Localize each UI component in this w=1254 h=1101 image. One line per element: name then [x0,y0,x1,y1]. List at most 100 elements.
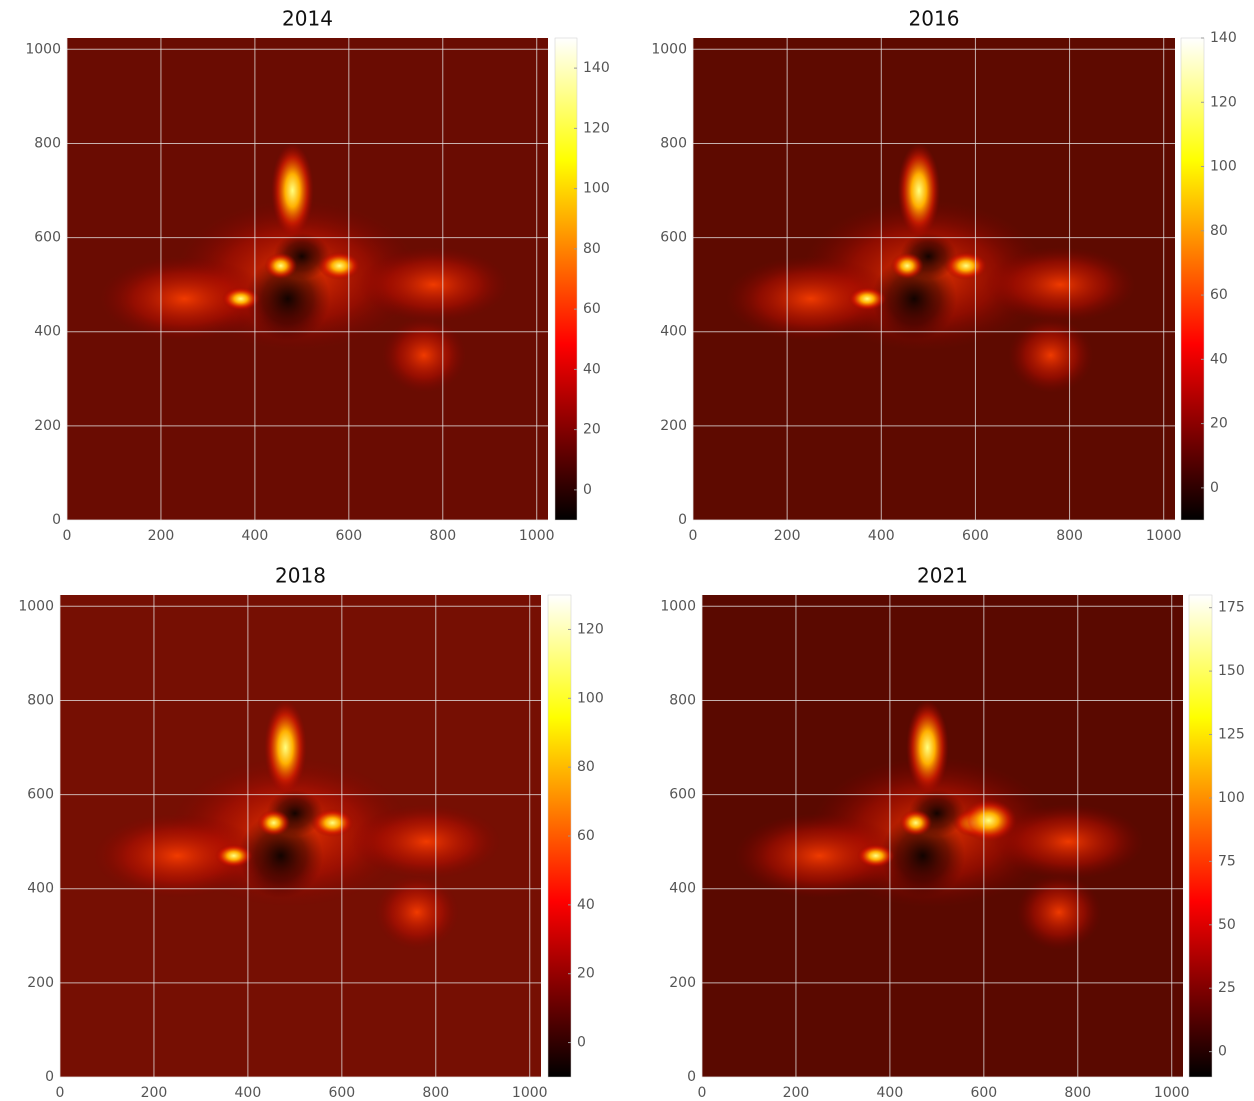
heatmap-feature [375,875,460,950]
y-tick-label: 600 [27,787,54,803]
colorbar-tick-label: 175 [1218,600,1245,616]
colorbar-tick-label: 100 [583,181,610,197]
heatmap-feature [311,809,353,837]
colorbar-tick-label: 100 [577,690,604,706]
x-tick-label: 0 [56,1085,65,1101]
colorbar-tick-label: 120 [583,120,610,136]
colorbar-tick-label: 50 [1218,917,1236,933]
y-tick-label: 1000 [18,598,54,614]
heatmap-image [693,38,1175,520]
x-tick-label: 200 [148,528,175,544]
heatmap-feature [351,804,501,879]
colorbar-tick-label: 60 [1210,287,1228,303]
y-tick-label: 800 [660,135,687,151]
y-tick-label: 800 [34,135,61,151]
y-tick-label: 400 [27,881,54,897]
heatmap-feature [382,318,467,393]
colorbar-tick-label: 40 [1210,351,1228,367]
x-tick-label: 800 [422,1085,449,1101]
colorbar-tick-label: 80 [1210,223,1228,239]
x-tick-label: 400 [868,528,895,544]
colorbar-tick-label: 20 [1210,416,1228,432]
heatmap-image [702,595,1183,1077]
heatmap-feature [891,253,924,279]
heatmap-feature [906,700,948,794]
heatmap-image [67,38,548,520]
y-tick-label: 0 [687,1069,696,1085]
heatmap-feature [898,143,940,237]
x-tick-label: 400 [235,1085,262,1101]
heatmap-feature [945,252,987,280]
heatmap-feature [318,252,360,280]
heatmap-feature [848,287,886,311]
y-tick-label: 1000 [25,41,61,57]
y-tick-label: 200 [34,418,61,434]
heatmap-feature [1008,318,1093,393]
colorbar-tick-label: 140 [583,60,610,76]
x-tick-label: 600 [328,1085,355,1101]
y-tick-label: 600 [669,787,696,803]
y-tick-label: 800 [669,692,696,708]
y-tick-label: 200 [27,975,54,991]
x-tick-label: 800 [429,528,456,544]
x-tick-label: 200 [774,528,801,544]
heatmap-feature [857,844,895,868]
colorbar-tick-label: 0 [577,1035,586,1051]
colorbar-tick-label: 0 [1218,1044,1227,1060]
heatmap-feature [960,799,1016,841]
colorbar-tick-label: 100 [1218,790,1245,806]
chart-title: 2021 [917,564,968,588]
y-tick-label: 400 [669,881,696,897]
x-tick-label: 400 [877,1085,904,1101]
x-tick-label: 1000 [519,528,555,544]
heatmap-feature [264,700,306,794]
y-tick-label: 0 [52,512,61,528]
colorbar-tick-label: 150 [1218,663,1245,679]
colorbar-tick-label: 120 [1210,94,1237,110]
y-tick-label: 0 [678,512,687,528]
y-tick-label: 600 [34,230,61,246]
x-tick-label: 200 [783,1085,810,1101]
heatmap-feature [985,247,1136,322]
x-tick-label: 0 [698,1085,707,1101]
colorbar-tick-label: 20 [577,966,595,982]
y-tick-label: 200 [660,418,687,434]
heatmap-feature [222,287,260,311]
colorbar [555,38,577,520]
y-tick-label: 600 [660,230,687,246]
colorbar-tick-label: 0 [583,482,592,498]
x-tick-label: 0 [63,528,72,544]
x-tick-label: 200 [141,1085,168,1101]
x-tick-label: 600 [970,1085,997,1101]
colorbar-tick-label: 60 [583,301,601,317]
y-tick-label: 1000 [660,598,696,614]
colorbar-tick-label: 120 [577,621,604,637]
heatmap-image [60,595,541,1077]
chart-title: 2016 [909,7,960,31]
y-tick-label: 200 [669,975,696,991]
x-tick-label: 1000 [1154,1085,1190,1101]
chart-title: 2014 [282,7,333,31]
x-tick-label: 800 [1056,528,1083,544]
heatmap-feature [264,253,297,279]
colorbar-tick-label: 140 [1210,30,1237,46]
heatmap-feature [899,810,932,836]
heatmap-feature [358,247,508,322]
x-tick-label: 400 [242,528,269,544]
x-tick-label: 0 [689,528,698,544]
heatmap-feature [257,810,290,836]
x-tick-label: 600 [335,528,362,544]
colorbar [1189,595,1212,1077]
x-tick-label: 800 [1064,1085,1091,1101]
colorbar-tick-label: 100 [1210,159,1237,175]
heatmap-feature [271,143,313,237]
colorbar-tick-label: 40 [583,361,601,377]
colorbar-tick-label: 75 [1218,853,1236,869]
y-tick-label: 1000 [651,41,687,57]
heatmap-feature [215,844,253,868]
colorbar-tick-label: 0 [1210,480,1219,496]
colorbar-tick-label: 80 [583,241,601,257]
colorbar-tick-label: 80 [577,759,595,775]
chart-title: 2018 [275,564,326,588]
colorbar [1181,38,1204,520]
